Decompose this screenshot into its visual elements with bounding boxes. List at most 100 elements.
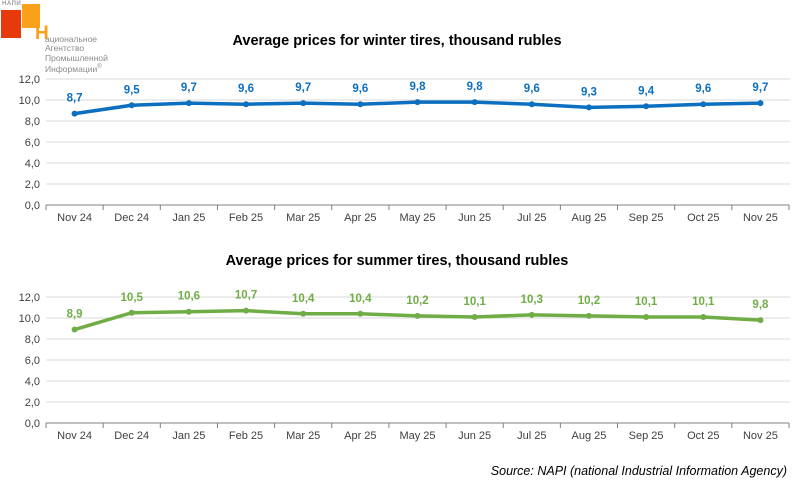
x-axis-label: Sep 25 [629, 212, 664, 224]
x-axis-label: Nov 25 [743, 430, 778, 442]
data-label: 10,5 [121, 292, 144, 304]
data-label: 9,7 [752, 82, 768, 94]
logo-line-3: Промышленной [45, 52, 108, 63]
data-label: 9,3 [581, 86, 597, 98]
y-axis-label: 0,0 [25, 418, 40, 430]
data-label: 10,3 [521, 294, 543, 306]
x-axis-label: Apr 25 [344, 212, 376, 224]
x-axis-label: Nov 24 [57, 430, 92, 442]
y-axis-label: 12,0 [19, 74, 40, 86]
data-label: 9,8 [752, 299, 769, 311]
data-label: 8,9 [67, 309, 83, 321]
data-point [300, 310, 307, 317]
x-axis-label: May 25 [399, 430, 435, 442]
x-axis-label: Mar 25 [286, 430, 320, 442]
y-axis-label: 12,0 [19, 292, 40, 304]
data-label: 10,1 [463, 296, 486, 308]
x-axis-label: Feb 25 [229, 212, 263, 224]
data-point [643, 103, 650, 110]
x-axis-label: Mar 25 [286, 212, 320, 224]
y-axis-label: 2,0 [25, 397, 40, 409]
y-axis-label: 0,0 [25, 200, 40, 212]
data-point [528, 101, 535, 108]
x-axis-label: Jul 25 [517, 212, 546, 224]
data-point [414, 312, 421, 319]
data-label: 10,1 [635, 296, 658, 308]
data-label: 10,6 [178, 291, 200, 303]
x-axis-label: Aug 25 [572, 212, 607, 224]
logo-line-4: Информации® [45, 64, 102, 75]
x-axis-label: Aug 25 [572, 430, 607, 442]
logo-initial-letter: Н [35, 23, 49, 44]
data-label: 9,7 [181, 82, 197, 94]
data-label: 10,7 [235, 290, 257, 302]
data-label: 10,1 [692, 296, 715, 308]
y-axis-label: 10,0 [19, 95, 40, 107]
x-axis-label: Jan 25 [172, 212, 205, 224]
y-axis-label: 10,0 [19, 313, 40, 325]
data-point [71, 110, 78, 117]
y-axis-label: 6,0 [25, 137, 40, 149]
data-point [71, 326, 78, 333]
data-label: 10,2 [406, 295, 428, 307]
y-axis-label: 8,0 [25, 334, 40, 346]
winter-chart-title: Average prices for winter tires, thousan… [232, 33, 562, 49]
x-axis-label: Feb 25 [229, 430, 263, 442]
x-axis-label: Dec 24 [114, 212, 149, 224]
logo-line-1: ациональное [45, 34, 98, 44]
logo-red-square-icon [1, 10, 21, 38]
y-axis-label: 6,0 [25, 355, 40, 367]
data-point [243, 101, 250, 108]
y-axis-label: 4,0 [25, 376, 40, 388]
data-point [471, 99, 478, 106]
data-point [185, 100, 192, 107]
data-label: 9,7 [295, 82, 311, 94]
x-axis-label: Dec 24 [114, 430, 149, 442]
data-label: 9,8 [467, 81, 484, 93]
winter-chart-plot: 0,0 2,0 4,0 6,0 8,0 10,0 12,0 Nov 24 Dec 24 Jan 2… [19, 74, 790, 224]
x-axis-label: Jul 25 [517, 430, 546, 442]
x-axis-label: Apr 25 [344, 430, 376, 442]
summer-chart-plot: 0,0 2,0 4,0 6,0 8,0 10,0 12,0 Nov 24 Dec 24 Jan 2… [19, 290, 790, 442]
summer-chart-title: Average prices for summer tires, thousan… [225, 253, 569, 269]
logo-orange-square-icon [22, 4, 40, 28]
data-point [700, 101, 707, 108]
data-point [128, 309, 135, 316]
data-label: 10,4 [292, 293, 315, 305]
data-label: 9,5 [124, 84, 141, 96]
x-axis-label: Jun 25 [458, 212, 491, 224]
data-point [585, 104, 592, 111]
data-point [471, 313, 478, 320]
data-point [357, 310, 364, 317]
data-point [757, 317, 764, 324]
logo-text: ациональное Агентство Промышленной Инфор… [45, 34, 108, 75]
data-point [757, 100, 764, 107]
data-point [700, 313, 707, 320]
data-label: 9,6 [695, 83, 711, 95]
data-point [128, 102, 135, 109]
data-point [357, 101, 364, 108]
data-point [414, 99, 421, 106]
source-note: Source: NAPI (national Industrial Inform… [490, 464, 787, 478]
data-label: 9,6 [524, 83, 540, 95]
x-axis-label: Nov 25 [743, 212, 778, 224]
data-label: 10,2 [578, 295, 600, 307]
x-axis-label: Oct 25 [687, 212, 719, 224]
data-label: 10,4 [349, 293, 372, 305]
registered-mark: ® [97, 64, 102, 71]
x-axis-label: May 25 [399, 212, 435, 224]
logo-line-2: Агентство [45, 43, 85, 54]
x-axis-label: Jun 25 [458, 430, 491, 442]
data-label: 8,7 [67, 93, 83, 105]
y-axis-label: 4,0 [25, 158, 40, 170]
data-point [185, 308, 192, 315]
data-point [300, 100, 307, 107]
napi-logo: НАПИ Н ациональное Агентство Промышленно… [0, 0, 150, 80]
data-label: 9,6 [238, 83, 254, 95]
data-label: 9,6 [352, 83, 368, 95]
data-label: 9,8 [410, 81, 427, 93]
data-label: 9,4 [638, 85, 655, 97]
y-axis-label: 2,0 [25, 179, 40, 191]
x-axis-label: Oct 25 [687, 430, 719, 442]
